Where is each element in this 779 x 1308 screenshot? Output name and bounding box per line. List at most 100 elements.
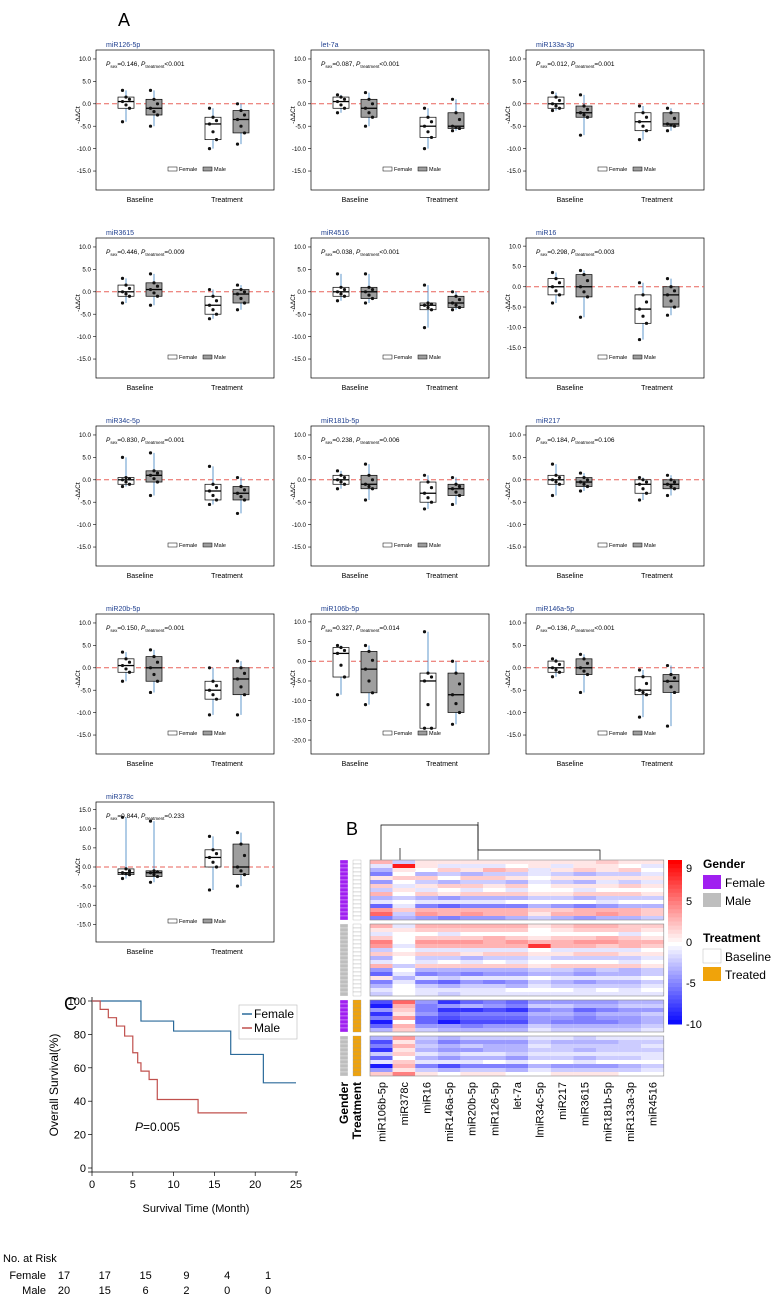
data-point (242, 131, 247, 135)
colorbar-segment (668, 950, 682, 955)
data-point (422, 726, 427, 730)
data-point (363, 667, 368, 671)
legend-male-swatch (632, 166, 643, 172)
data-point (665, 277, 670, 281)
box-baseline-male (360, 651, 378, 694)
heatmap-cell (460, 908, 483, 912)
y-tick-label: 5.0 (512, 643, 521, 650)
heatmap-cell (550, 1048, 574, 1052)
km-p-value: P=0.005 (135, 1120, 180, 1134)
heatmap-cell (415, 916, 438, 920)
heatmap-cell (505, 1028, 529, 1032)
treatment-cell (352, 1039, 362, 1045)
heatmap-cell (550, 948, 574, 952)
data-point (672, 289, 677, 293)
heatmap-cell (483, 948, 506, 952)
heatmap-cell (618, 1064, 642, 1068)
heatmap-cell (528, 948, 551, 952)
colorbar-segment (668, 868, 682, 873)
heatmap-cell (596, 1064, 619, 1068)
legend-female-swatch (167, 166, 178, 172)
heatmap-cell (392, 948, 416, 952)
heatmap-cell (483, 924, 506, 928)
heatmap-cell (415, 952, 438, 956)
gender-cell (339, 935, 349, 941)
heatmap-cell (460, 904, 483, 908)
heatmap-cell (483, 912, 506, 916)
box-treatment-female (204, 849, 222, 868)
colorbar-segment (668, 983, 682, 988)
heatmap-cell (392, 884, 416, 888)
heatmap-cell (505, 1072, 529, 1076)
heatmap-cell (483, 884, 506, 888)
legend-male-swatch (202, 354, 213, 360)
heatmap-cell (505, 1008, 529, 1012)
colorbar-segment (668, 905, 682, 910)
treatment-cell (352, 867, 362, 873)
km-legend-box (238, 1004, 298, 1040)
heatmap-cell (483, 1072, 506, 1076)
heatmap-cell (528, 888, 551, 892)
heatmap-cell (618, 984, 642, 988)
gender-cell (339, 907, 349, 913)
heatmap-cell (460, 872, 483, 876)
data-point (644, 681, 649, 686)
data-point (429, 726, 434, 730)
heatmap-cell (528, 1036, 551, 1040)
legend-male-swatch (632, 354, 643, 360)
heatmap-cell (370, 1020, 393, 1024)
heatmap-cell (392, 956, 416, 960)
heatmap-cell (573, 1072, 596, 1076)
heatmap-cell (618, 1020, 642, 1024)
data-point (641, 478, 645, 482)
boxplot-miR16: miR16 Psex=0.298, Ptreatment=0.003 -ΔΔCt 10… (505, 230, 705, 392)
data-point (339, 95, 343, 99)
heatmap-cell (528, 884, 551, 888)
x-group-label: Baseline (342, 197, 369, 204)
data-point (152, 477, 156, 481)
data-point (155, 480, 160, 484)
data-point (370, 102, 375, 106)
heatmap-cell (505, 976, 529, 980)
data-point (335, 272, 340, 276)
heatmap-cell (392, 916, 416, 920)
heatmap-cell (505, 924, 529, 928)
y-tick-label: 0.0 (512, 284, 521, 291)
data-point (585, 107, 590, 111)
heatmap-column-label: miR16 (422, 1082, 434, 1114)
data-point (127, 477, 132, 481)
heatmap-cell (437, 868, 461, 872)
heatmap-cell (392, 976, 416, 980)
y-tick-label: 0.0 (297, 289, 306, 296)
heatmap-cell (641, 928, 664, 932)
gender-cell (339, 895, 349, 901)
heatmap-cell (596, 904, 619, 908)
x-group-label: Treatment (426, 573, 458, 580)
heatmap-cell (370, 988, 393, 992)
heatmap-cell (641, 1056, 664, 1060)
data-point (235, 117, 240, 122)
y-tick-label: 5.0 (297, 455, 306, 462)
heatmap-cell (483, 904, 506, 908)
heatmap-cell (618, 968, 642, 972)
heatmap-cell (505, 932, 529, 936)
treatment-cell (352, 951, 362, 957)
data-point (152, 873, 156, 877)
p-values: Psex=0.012, Ptreatment=0.001 (536, 61, 615, 69)
data-point (665, 679, 670, 683)
colorbar-segment (668, 864, 682, 869)
heatmap-cell (437, 1060, 461, 1064)
heatmap-cell (483, 1028, 506, 1032)
data-point (235, 308, 240, 312)
data-point (637, 337, 642, 342)
data-point (585, 484, 590, 489)
heatmap-cell (618, 1048, 642, 1052)
heatmap-cell (596, 864, 619, 868)
heatmap-cell (370, 1036, 393, 1040)
heatmap-cell (392, 932, 416, 936)
data-point (242, 873, 247, 877)
data-point (211, 679, 215, 683)
heatmap-cell (573, 992, 596, 996)
data-point (582, 669, 586, 673)
heatmap-cell (550, 908, 574, 912)
